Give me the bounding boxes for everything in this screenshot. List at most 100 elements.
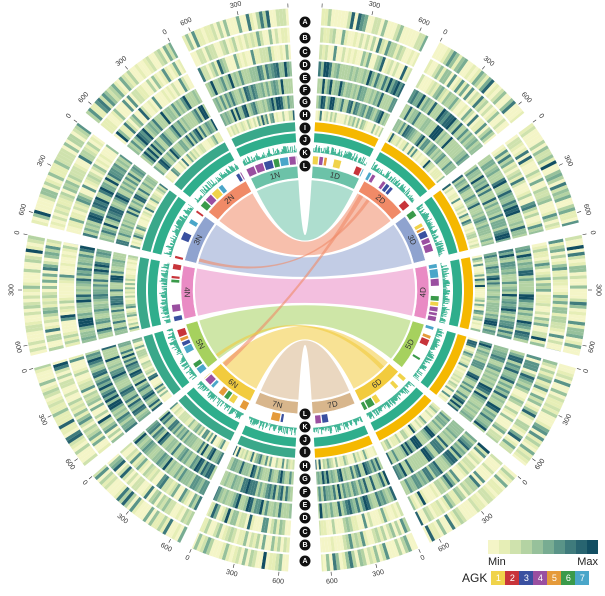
track-label-B: B [299,32,311,44]
agk-block [429,306,438,312]
agk-block [211,188,223,200]
agk-block [177,327,188,338]
svg-text:H: H [302,112,307,119]
tick-label: 600 [582,203,592,216]
tick-label: 300 [562,154,573,168]
heat-legend: Min Max [488,540,598,568]
heat-swatch [488,540,499,554]
chromosome-label: 5N [194,338,207,351]
agk-block [364,397,375,408]
agk-block [228,393,238,404]
tick-label: 300 [372,569,385,579]
agk-block [189,219,199,227]
agk-block [318,156,324,166]
agk-block [263,160,274,171]
chromosome-5D [392,320,425,368]
chromosome-label: 3D [406,233,419,246]
tick-label: 0 [285,0,289,1]
agk-block [398,200,410,211]
track-label-G: G [299,473,311,485]
track-label-I: I [299,446,311,458]
agk-block [422,333,431,339]
agk-swatch: 1 [491,571,506,585]
svg-text:A: A [302,558,307,565]
track-label-C: C [299,46,311,58]
agk-block [385,186,393,195]
chromosome-2D [358,180,402,220]
tick-label: 300 [482,55,496,68]
agk-block [205,194,217,206]
svg-text:G: G [302,476,308,483]
track-label-H: H [299,109,311,121]
synteny-link [260,340,350,400]
agk-block [224,390,233,400]
track-label-L: L [299,408,311,420]
svg-text:E: E [303,75,308,82]
agk-block [180,335,189,342]
track-label-K: K [299,147,311,159]
synteny-link [195,268,415,316]
track-label-C: C [299,526,311,538]
svg-text:L: L [303,163,308,170]
agk-block [254,162,266,174]
chromosome-4D [413,265,430,320]
agk-block [239,400,250,411]
agk-block [200,200,211,211]
chromosome-3N [184,216,216,264]
agk-block [397,372,406,382]
tick-label: 300 [368,1,381,11]
agk-block [417,230,428,240]
agk-block [430,295,439,301]
agk-block [171,304,181,312]
agk-block [416,227,425,234]
track-label-D: D [299,512,311,524]
svg-text:G: G [302,99,308,106]
chromosome-7D [311,392,356,415]
agk-block [246,166,257,177]
svg-text:A: A [302,19,307,26]
agk-swatch: 3 [519,571,534,585]
tick-label: 600 [534,458,547,472]
track-label-D: D [299,59,311,71]
agk-swatch: 6 [561,571,576,585]
svg-text:J: J [303,437,307,444]
agk-block [174,255,184,260]
agk-block [321,414,329,423]
track-label-F: F [299,486,311,498]
chromosome-label: 3N [192,233,205,246]
svg-text:B: B [302,542,307,549]
agk-block [389,380,399,389]
min-label: Min [488,556,506,568]
chromosome-6N [211,363,256,402]
svg-text:C: C [302,49,307,56]
tick-label: 600 [326,578,338,586]
agk-block [360,401,368,411]
agk-swatch: 4 [533,571,548,585]
svg-text:I: I [304,125,306,132]
chromosome-7N [254,392,299,415]
tick-label: 600 [159,542,173,554]
agk-block [296,156,298,165]
agk-block [180,231,192,243]
synteny-link [219,193,391,256]
tick-label: 300 [481,513,495,526]
tick-label: 600 [437,542,451,554]
agk-swatch: 7 [575,571,590,585]
agk-block [211,379,219,388]
agk-block [314,415,322,424]
tick-label: 0 [81,479,89,487]
chromosome-label: 7N [271,399,283,410]
tick-label: 0 [420,554,426,562]
agk-block [359,169,364,177]
tick-label: 600 [63,458,76,472]
agk-block [365,172,372,181]
agk-block [205,374,216,385]
tick-label: 300 [115,55,129,68]
heat-swatch [565,540,576,554]
chromosome-label: 1D [329,170,341,181]
agk-block [280,413,285,423]
tick-label: 300 [116,513,130,526]
agk-block [378,181,386,190]
